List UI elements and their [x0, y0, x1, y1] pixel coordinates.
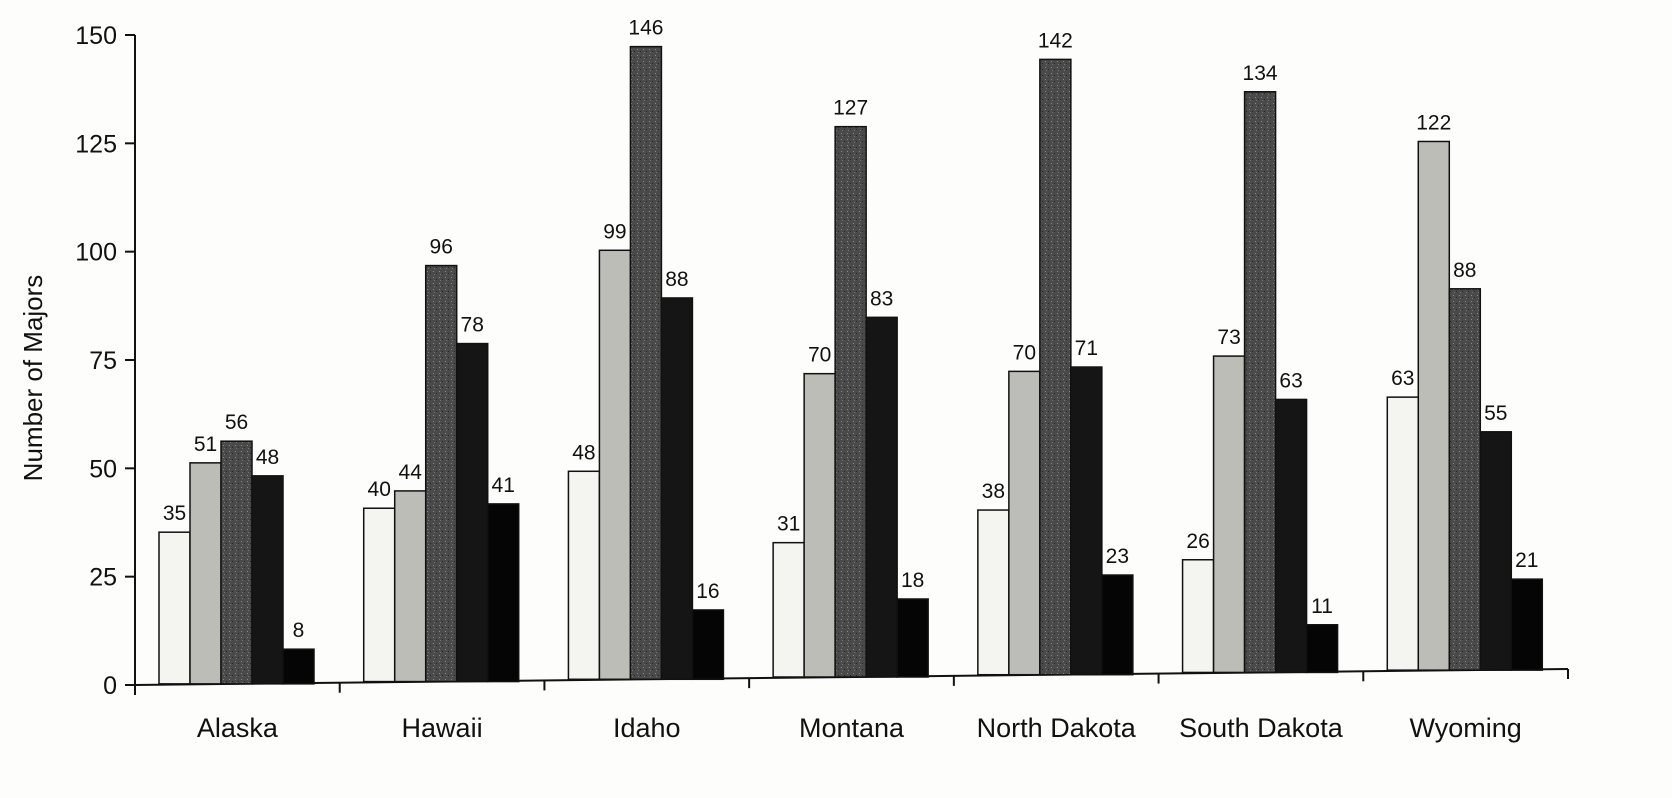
data-label: 70 — [1013, 341, 1036, 364]
data-label: 51 — [194, 433, 217, 456]
y-tick-label: 0 — [103, 672, 117, 700]
bar — [1274, 398, 1308, 674]
data-label: 26 — [1186, 530, 1209, 553]
category-label: Alaska — [197, 713, 279, 743]
y-axis-label: Number of Majors — [18, 275, 48, 482]
data-label: 88 — [1453, 259, 1476, 282]
bar — [834, 125, 867, 678]
bar — [629, 45, 663, 681]
data-label: 18 — [901, 569, 924, 592]
bar — [424, 264, 458, 683]
data-label: 35 — [163, 502, 186, 525]
category-label: Wyoming — [1409, 713, 1521, 743]
bar — [1101, 574, 1134, 676]
bar — [660, 297, 694, 681]
bar — [220, 440, 253, 685]
x-axis: Alaska Hawaii Idaho Montana North Dakota Sout… — [134, 668, 1569, 743]
data-label: 21 — [1515, 549, 1538, 572]
data-label: 127 — [833, 97, 868, 120]
data-label: 48 — [572, 441, 595, 464]
data-label: 71 — [1075, 337, 1098, 360]
bar — [362, 507, 396, 683]
data-label: 40 — [368, 478, 391, 501]
y-tick-label: 125 — [75, 130, 117, 158]
y-tick-label: 100 — [75, 239, 117, 267]
bar — [896, 598, 929, 678]
data-label: 55 — [1484, 402, 1507, 425]
data-label: 142 — [1038, 29, 1073, 52]
y-tick-label: 50 — [89, 455, 117, 483]
data-label: 146 — [628, 17, 663, 40]
bar — [1181, 559, 1215, 674]
bar — [803, 372, 836, 678]
bar — [455, 342, 489, 683]
bar — [282, 648, 315, 685]
data-label: 83 — [870, 287, 893, 310]
bar — [251, 475, 284, 685]
data-label: 23 — [1106, 545, 1129, 568]
category-label: Montana — [799, 713, 905, 743]
bar — [158, 531, 191, 685]
data-labels: 35 51 56 48 8 40 44 96 78 41 48 99 146 88 16 31 70 127 83 1… — [163, 17, 1539, 643]
data-label: 16 — [696, 580, 719, 603]
bar — [1479, 431, 1513, 671]
bar — [486, 503, 520, 683]
data-label: 99 — [603, 220, 626, 243]
data-label: 134 — [1243, 62, 1278, 85]
data-label: 88 — [665, 268, 688, 291]
category-label: North Dakota — [977, 713, 1137, 743]
data-label: 41 — [492, 474, 515, 497]
bar — [1212, 355, 1246, 674]
data-label: 8 — [293, 619, 305, 642]
bar — [1039, 58, 1072, 676]
bar — [598, 249, 632, 681]
bar — [977, 509, 1010, 676]
data-label: 44 — [399, 461, 423, 484]
category-label: Hawaii — [402, 713, 483, 743]
data-label: 73 — [1217, 326, 1240, 349]
y-tick-label: 25 — [89, 564, 117, 592]
category-label: Idaho — [613, 713, 681, 743]
category-label: South Dakota — [1179, 713, 1344, 743]
y-tick-label: 150 — [75, 22, 117, 50]
bars — [158, 45, 1544, 685]
bar — [393, 490, 427, 683]
bar — [1417, 140, 1451, 671]
bar — [189, 462, 222, 685]
y-tick-label: 75 — [89, 347, 117, 375]
y-axis: 0 25 50 75 100 125 150 — [75, 22, 136, 700]
bar — [691, 609, 725, 681]
data-label: 56 — [225, 411, 248, 434]
data-label: 96 — [430, 236, 453, 259]
bar — [1448, 288, 1482, 671]
data-label: 11 — [1311, 595, 1333, 618]
bar — [1386, 396, 1420, 671]
data-label: 63 — [1391, 367, 1414, 390]
data-label: 38 — [982, 480, 1005, 503]
data-label: 63 — [1279, 369, 1302, 392]
bar — [1070, 366, 1103, 676]
bar — [865, 316, 898, 678]
data-label: 122 — [1416, 111, 1451, 134]
bar — [1305, 624, 1339, 674]
bar — [1510, 578, 1544, 671]
bar — [772, 541, 805, 678]
data-label: 70 — [808, 344, 831, 367]
data-label: 48 — [256, 446, 279, 469]
data-label: 78 — [461, 314, 484, 337]
data-label: 31 — [777, 513, 800, 536]
bar — [567, 470, 601, 681]
bar — [1243, 91, 1277, 674]
bar — [1008, 370, 1041, 676]
